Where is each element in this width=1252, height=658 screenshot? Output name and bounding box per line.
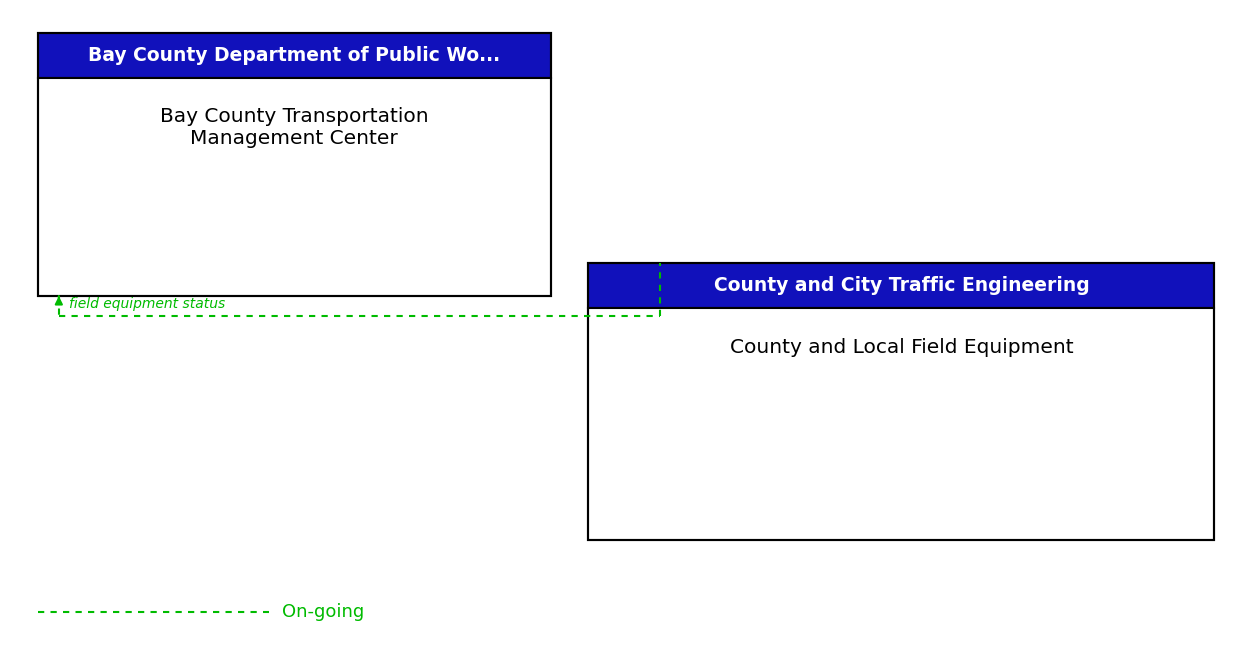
Text: On-going: On-going — [282, 603, 364, 621]
Text: County and City Traffic Engineering: County and City Traffic Engineering — [714, 276, 1089, 295]
Bar — [38, 33, 551, 78]
Bar — [588, 263, 1214, 308]
Text: County and Local Field Equipment: County and Local Field Equipment — [730, 338, 1073, 357]
Bar — [588, 308, 1214, 540]
Text: Bay County Department of Public Wo...: Bay County Department of Public Wo... — [88, 46, 501, 64]
Text: field equipment status: field equipment status — [69, 297, 225, 311]
Bar — [38, 33, 551, 296]
Bar — [588, 263, 1214, 540]
Bar — [38, 78, 551, 296]
Text: Bay County Transportation
Management Center: Bay County Transportation Management Cen… — [160, 107, 428, 148]
